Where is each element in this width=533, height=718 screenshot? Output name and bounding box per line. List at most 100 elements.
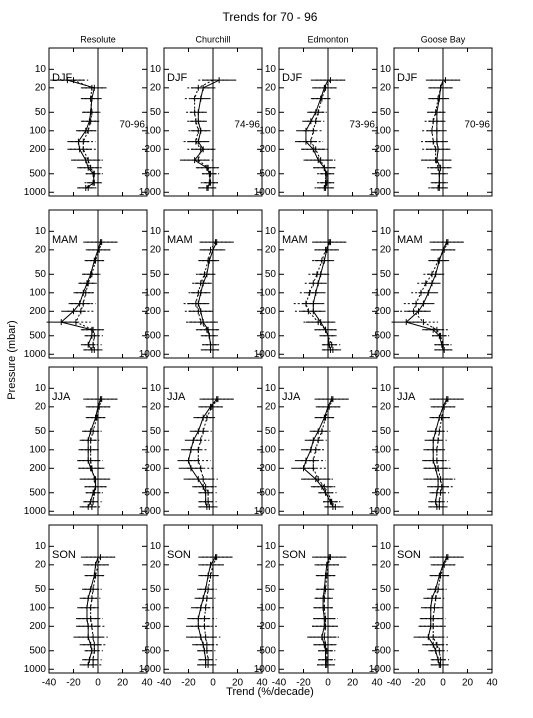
x-tick-label: 0 xyxy=(440,678,446,689)
y-tick-label: 200 xyxy=(259,306,276,317)
y-tick-label: 10 xyxy=(265,383,277,394)
x-tick-label: -40 xyxy=(272,678,287,689)
y-tick-label: 500 xyxy=(374,645,391,656)
x-tick-label: 40 xyxy=(371,678,383,689)
profile-line xyxy=(427,556,448,666)
y-tick-label: 50 xyxy=(265,426,277,437)
y-tick-label: 500 xyxy=(144,330,161,341)
season-label: MAM xyxy=(167,234,193,246)
x-tick-label: -20 xyxy=(181,678,196,689)
y-tick-label: 1000 xyxy=(24,187,47,198)
y-tick-label: 200 xyxy=(144,463,161,474)
y-tick-label: 10 xyxy=(380,541,392,552)
y-tick-label: 10 xyxy=(265,64,277,75)
y-tick-label: 1000 xyxy=(139,664,162,675)
y-tick-label: 1000 xyxy=(139,187,162,198)
y-tick-label: 20 xyxy=(265,401,277,412)
y-tick-label: 100 xyxy=(144,125,161,136)
y-tick-label: 100 xyxy=(374,125,391,136)
y-tick-label: 200 xyxy=(374,463,391,474)
y-tick-label: 10 xyxy=(35,226,47,237)
x-tick-label: 20 xyxy=(117,678,129,689)
y-tick-label: 500 xyxy=(29,168,46,179)
y-tick-label: 200 xyxy=(374,144,391,155)
y-tick-label: 50 xyxy=(150,107,162,118)
y-tick-label: 50 xyxy=(380,269,392,280)
x-tick-label: 20 xyxy=(347,678,359,689)
y-tick-label: 100 xyxy=(259,125,276,136)
y-tick-label: 500 xyxy=(259,168,276,179)
y-tick-label: 20 xyxy=(35,82,47,93)
y-tick-label: 1000 xyxy=(24,664,47,675)
figure-title: Trends for 70 - 96 xyxy=(223,10,318,24)
y-tick-label: 10 xyxy=(150,541,162,552)
y-tick-label: 50 xyxy=(150,269,162,280)
y-tick-label: 50 xyxy=(35,107,47,118)
season-label: SON xyxy=(52,549,76,561)
y-tick-label: 1000 xyxy=(254,506,277,517)
x-tick-label: -20 xyxy=(66,678,81,689)
column-title: Churchill xyxy=(195,34,230,44)
season-label: SON xyxy=(397,549,421,561)
y-tick-label: 500 xyxy=(29,487,46,498)
y-tick-label: 200 xyxy=(144,621,161,632)
y-tick-label: 500 xyxy=(374,330,391,341)
y-tick-label: 10 xyxy=(35,64,47,75)
y-tick-label: 100 xyxy=(259,287,276,298)
y-tick-label: 100 xyxy=(29,444,46,455)
y-tick-label: 500 xyxy=(374,168,391,179)
x-tick-label: 40 xyxy=(486,678,498,689)
y-tick-label: 1000 xyxy=(24,506,47,517)
y-tick-label: 200 xyxy=(259,144,276,155)
profile-line xyxy=(197,241,218,350)
y-tick-label: 20 xyxy=(150,559,162,570)
y-tick-label: 100 xyxy=(144,602,161,613)
y-tick-label: 100 xyxy=(29,125,46,136)
y-tick-label: 10 xyxy=(380,226,392,237)
y-tick-label: 50 xyxy=(380,426,392,437)
y-tick-label: 100 xyxy=(144,287,161,298)
y-tick-label: 20 xyxy=(35,244,47,255)
y-tick-label: 50 xyxy=(265,584,277,595)
y-tick-label: 50 xyxy=(35,426,47,437)
x-tick-label: 20 xyxy=(462,678,474,689)
period-label: 70-96 xyxy=(119,119,145,130)
season-label: DJF xyxy=(167,72,187,84)
season-label: JJA xyxy=(282,391,301,403)
period-label: 74-96 xyxy=(234,119,260,130)
y-tick-label: 50 xyxy=(150,426,162,437)
column-title: Resolute xyxy=(80,34,116,44)
season-label: MAM xyxy=(52,234,78,246)
period-label: 73-96 xyxy=(349,119,375,130)
y-tick-label: 1000 xyxy=(254,349,277,360)
x-tick-label: -20 xyxy=(411,678,426,689)
profile-line xyxy=(193,79,220,189)
y-tick-label: 100 xyxy=(374,287,391,298)
season-label: JJA xyxy=(167,391,186,403)
y-tick-label: 500 xyxy=(144,487,161,498)
y-tick-label: 200 xyxy=(29,621,46,632)
y-tick-label: 20 xyxy=(380,401,392,412)
y-tick-label: 100 xyxy=(29,602,46,613)
x-axis-label: Trend (%/decade) xyxy=(226,686,314,698)
y-tick-label: 50 xyxy=(380,584,392,595)
y-tick-label: 20 xyxy=(265,82,277,93)
y-tick-label: 20 xyxy=(35,559,47,570)
y-tick-label: 10 xyxy=(150,383,162,394)
y-tick-label: 10 xyxy=(380,383,392,394)
y-tick-label: 500 xyxy=(259,645,276,656)
y-tick-label: 200 xyxy=(29,306,46,317)
y-tick-label: 100 xyxy=(144,444,161,455)
season-label: JJA xyxy=(52,391,71,403)
profile-line xyxy=(432,398,448,508)
y-tick-label: 20 xyxy=(380,244,392,255)
profile-line xyxy=(436,398,449,507)
y-tick-label: 20 xyxy=(35,401,47,412)
y-tick-label: 50 xyxy=(35,269,47,280)
y-tick-label: 1000 xyxy=(254,187,277,198)
season-label: SON xyxy=(282,549,306,561)
y-tick-label: 10 xyxy=(150,226,162,237)
profile-line xyxy=(187,398,218,508)
y-tick-label: 200 xyxy=(29,463,46,474)
y-tick-label: 500 xyxy=(259,487,276,498)
